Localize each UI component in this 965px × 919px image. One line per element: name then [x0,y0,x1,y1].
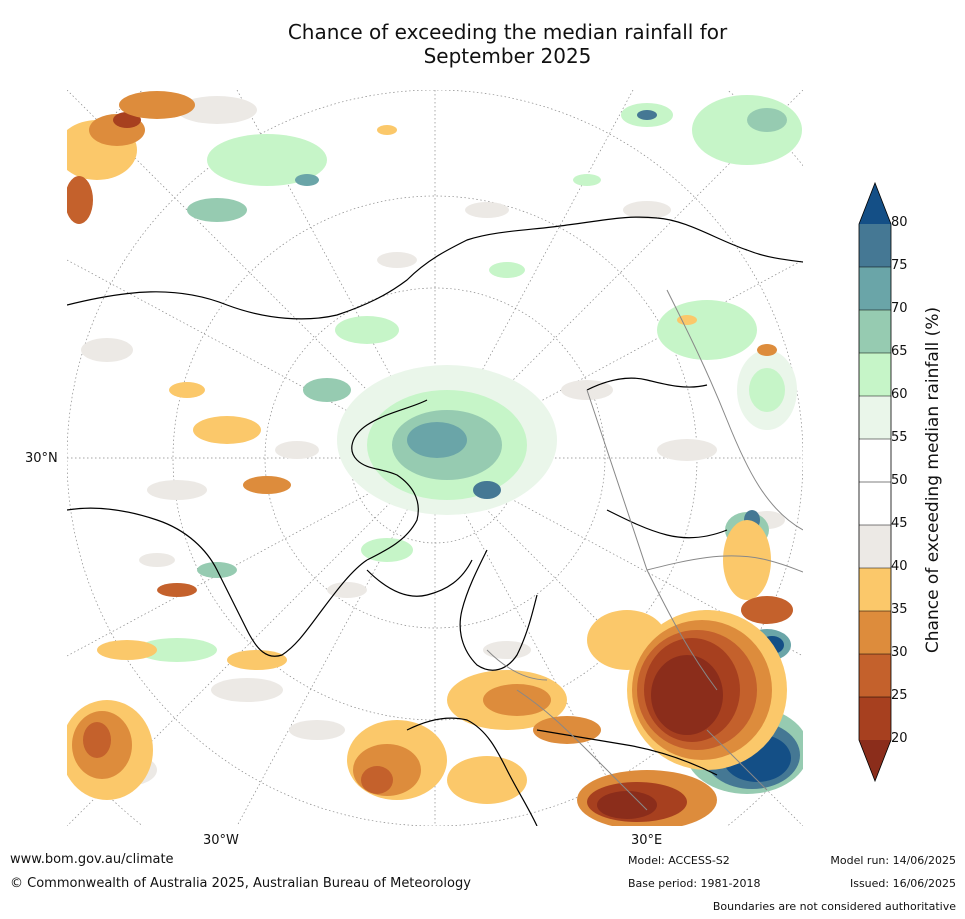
colorbar-divider-lines [859,266,891,698]
base-period: Base period: 1981-2018 [628,877,761,890]
colorbar-tick-35: 35 [891,602,908,617]
website-url: www.bom.gov.au/climate [10,852,174,867]
colorbar-tick-50: 50 [891,473,908,488]
colorbar-outline [858,181,892,783]
latitude-label-30n: 30°N [25,451,58,466]
colorbar-tick-45: 45 [891,516,908,531]
colorbar-tick-40: 40 [891,559,908,574]
colorbar-band-65-70 [859,310,891,353]
drier-than-median-areas [67,91,793,826]
colorbar-band-60-65 [859,353,891,396]
map-title: Chance of exceeding the median rainfall … [180,20,835,68]
colorbar-band-50-55 [859,439,891,482]
colorbar-title: Chance of exceeding median rainfall (%) [923,306,943,654]
colorbar-band-75-80 [859,224,891,267]
coastlines [67,216,803,826]
title-line-1: Chance of exceeding the median rainfall … [287,20,728,44]
colorbar-tick-55: 55 [891,430,908,445]
colorbar-tick-65: 65 [891,344,908,359]
colorbar-tick-70: 70 [891,301,908,316]
title-line-2: September 2025 [423,44,592,68]
colorbar-band-30-35 [859,611,891,654]
colorbar-tick-60: 60 [891,387,908,402]
colorbar-band-40-45 [859,525,891,568]
colorbar-top-arrow [859,183,891,224]
model-run-date: Model run: 14/06/2025 [830,854,956,867]
colorbar-tick-75: 75 [891,258,908,273]
colorbar-tick-30: 30 [891,645,908,660]
boundary-disclaimer: Boundaries are not considered authoritat… [712,900,956,913]
map-canvas [67,90,803,826]
longitude-label-30e: 30°E [631,833,663,848]
model-name: Model: ACCESS-S2 [628,854,730,867]
rainfall-probability-map [67,90,803,826]
country-borders [486,289,803,811]
colorbar-bottom-arrow [859,740,891,781]
colorbar-tick-80: 80 [891,215,908,230]
colorbar-legend [855,180,965,790]
colorbar-graphic [858,181,892,783]
copyright-notice: © Commonwealth of Australia 2025, Austra… [10,876,471,891]
colorbar-band-25-30 [859,654,891,697]
colorbar-band-55-60 [859,396,891,439]
colorbar-tick-25: 25 [891,688,908,703]
colorbar-band-70-75 [859,267,891,310]
colorbar-tick-20: 20 [891,731,908,746]
colorbar-band-20-25 [859,697,891,740]
colorbar-band-35-40 [859,568,891,611]
longitude-label-30w: 30°W [203,833,239,848]
colorbar-band-45-50 [859,482,891,525]
issued-date: Issued: 16/06/2025 [849,877,956,890]
